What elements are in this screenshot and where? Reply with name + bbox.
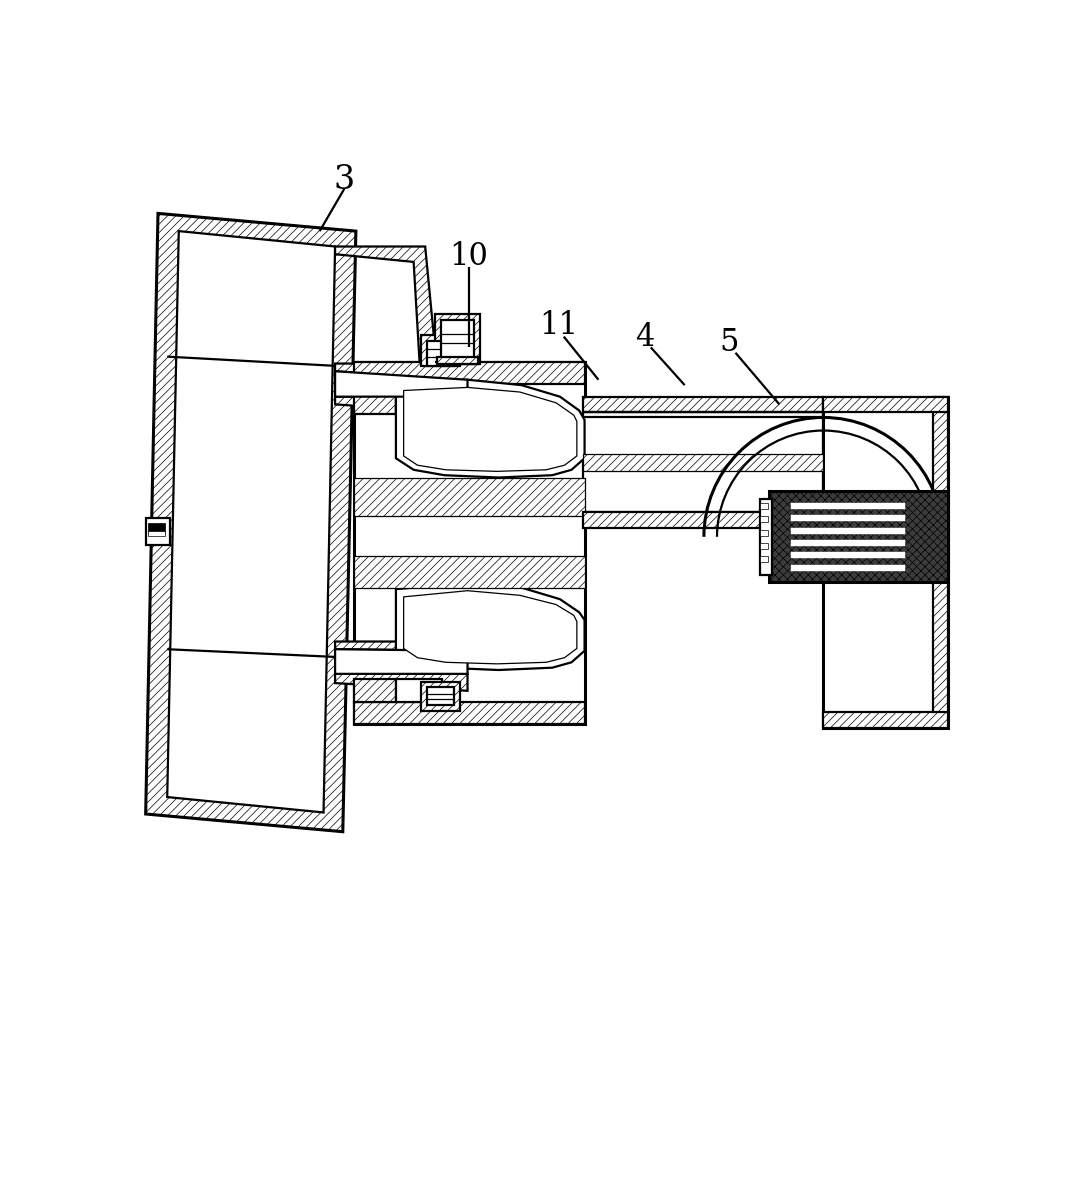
Bar	[760, 499, 773, 575]
Bar	[422, 335, 460, 366]
Text: 5: 5	[720, 327, 739, 359]
Bar	[437, 356, 478, 365]
Bar	[760, 516, 768, 523]
Polygon shape	[335, 674, 468, 690]
Bar	[353, 384, 396, 415]
Bar	[428, 341, 454, 366]
Bar	[791, 527, 905, 533]
Polygon shape	[335, 397, 468, 413]
Polygon shape	[146, 214, 356, 832]
Polygon shape	[335, 649, 468, 674]
Bar	[146, 518, 170, 545]
Bar	[583, 512, 823, 527]
Bar	[353, 362, 584, 384]
Bar	[791, 564, 905, 570]
Polygon shape	[167, 232, 335, 813]
Bar	[760, 503, 768, 510]
Text: 11: 11	[539, 310, 578, 341]
Bar	[583, 397, 823, 412]
Bar	[933, 397, 948, 728]
Polygon shape	[335, 247, 437, 366]
Bar	[791, 539, 905, 546]
Polygon shape	[403, 590, 577, 664]
Bar	[583, 412, 823, 512]
Bar	[422, 682, 460, 710]
Bar	[435, 314, 479, 364]
Polygon shape	[396, 380, 584, 478]
Bar	[791, 552, 905, 558]
Bar	[148, 523, 165, 533]
Bar	[823, 397, 948, 728]
Bar	[760, 556, 768, 562]
Text: 10: 10	[449, 241, 489, 272]
Polygon shape	[396, 583, 584, 670]
Polygon shape	[403, 387, 577, 472]
Bar	[583, 454, 823, 472]
Bar	[791, 516, 905, 522]
Bar	[760, 530, 768, 536]
Bar	[428, 687, 454, 706]
Bar	[760, 543, 768, 549]
Bar	[823, 397, 948, 412]
Bar	[396, 680, 442, 702]
Polygon shape	[335, 371, 468, 397]
Text: 3: 3	[334, 164, 355, 196]
Polygon shape	[335, 642, 468, 651]
Text: 4: 4	[635, 322, 654, 353]
Bar	[353, 680, 396, 702]
Polygon shape	[335, 364, 468, 380]
Bar	[823, 713, 948, 728]
Bar	[791, 503, 905, 510]
Bar	[441, 320, 474, 364]
Bar	[769, 492, 948, 582]
Bar	[353, 478, 584, 516]
Bar	[148, 531, 165, 536]
Bar	[353, 702, 584, 723]
Bar	[396, 384, 442, 415]
Bar	[353, 556, 584, 588]
Bar	[353, 362, 584, 723]
